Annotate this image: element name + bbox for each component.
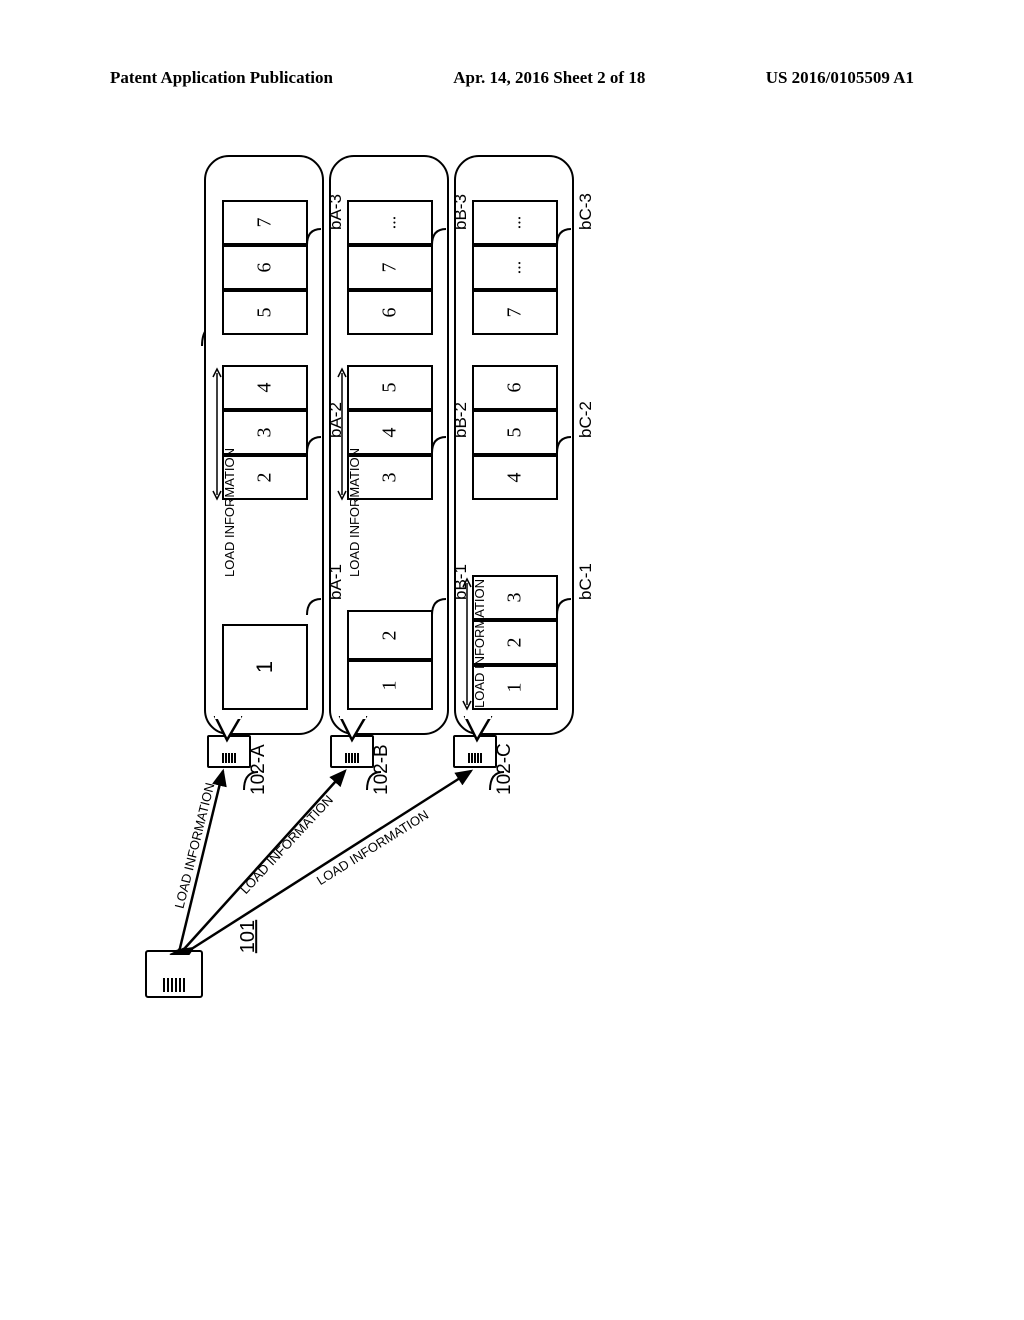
cell-value: 2	[379, 630, 402, 640]
bA-3-lead	[305, 227, 327, 249]
cell: 5	[347, 365, 433, 410]
cell: 1	[347, 660, 433, 710]
cell: ...	[347, 200, 433, 245]
header-left: Patent Application Publication	[110, 68, 333, 88]
bA-1-lead	[305, 597, 327, 619]
cell-value: 6	[504, 383, 527, 393]
cell: 5	[472, 410, 558, 455]
cell-value: 5	[379, 383, 402, 393]
cell-value: 4	[504, 473, 527, 483]
cell: 6	[347, 290, 433, 335]
bB-3-lead	[430, 227, 452, 249]
cell-value: ...	[505, 261, 526, 275]
bA-2-lead	[305, 435, 327, 457]
cell: 7	[472, 290, 558, 335]
load-info-C: LOAD INFORMATION	[472, 579, 487, 708]
bucket-label-bA-3: bA-3	[326, 194, 346, 230]
cell: 4	[222, 365, 308, 410]
cell-value: 7	[504, 308, 527, 318]
cell-value: ...	[505, 216, 526, 230]
bC-3-lead	[555, 227, 577, 249]
load-info-B: LOAD INFORMATION	[347, 448, 362, 577]
bucket-label-bC-3: bC-3	[576, 193, 596, 230]
cell: 7	[347, 245, 433, 290]
cell-value: 1	[379, 680, 402, 690]
page-header: Patent Application Publication Apr. 14, …	[0, 68, 1024, 88]
cell: ...	[472, 245, 558, 290]
cell-value: 3	[379, 473, 402, 483]
cell-value: 1	[252, 661, 278, 673]
server-fins-icon	[163, 978, 185, 992]
bucket-label-bC-1: bC-1	[576, 563, 596, 600]
load-info-C-arrow	[461, 577, 473, 712]
cell-value: 4	[254, 383, 277, 393]
header-center: Apr. 14, 2016 Sheet 2 of 18	[453, 68, 645, 88]
cell-value: 3	[504, 593, 527, 603]
bC-1-lead	[555, 597, 577, 619]
cell: 5	[222, 290, 308, 335]
bB-2-lead	[430, 435, 452, 457]
bB-1-lead	[430, 597, 452, 619]
balloon-C-tail	[459, 716, 499, 744]
cell-value: 7	[254, 218, 277, 228]
bC-2-lead	[555, 435, 577, 457]
main-server-box	[145, 950, 203, 998]
cell-value: 3	[254, 428, 277, 438]
cell-value: 2	[504, 638, 527, 648]
load-info-A-arrow	[211, 367, 223, 502]
cell-value: 5	[504, 428, 527, 438]
header-right: US 2016/0105509 A1	[766, 68, 914, 88]
cell-value: 7	[379, 263, 402, 273]
bucket-label-bA-1: bA-1	[326, 564, 346, 600]
cell-value: 5	[254, 308, 277, 318]
cell-value: 6	[254, 263, 277, 273]
cell: 4	[472, 455, 558, 500]
bucket-label-bB-3: bB-3	[451, 194, 471, 230]
cell: 2	[347, 610, 433, 660]
cell-value: 4	[379, 428, 402, 438]
cell: ...	[472, 200, 558, 245]
cell: 1	[222, 624, 308, 710]
cell: 6	[222, 245, 308, 290]
bucket-label-bB-2: bB-2	[451, 402, 471, 438]
cell-value: 2	[254, 473, 277, 483]
cell: 7	[222, 200, 308, 245]
balloon-A-tail	[209, 716, 249, 744]
load-info-A: LOAD INFORMATION	[222, 448, 237, 577]
cell: 6	[472, 365, 558, 410]
balloon-B-tail	[334, 716, 374, 744]
cell-value: ...	[380, 216, 401, 230]
bucket-label-bC-2: bC-2	[576, 401, 596, 438]
load-info-B-arrow	[336, 367, 348, 502]
cell-value: 1	[504, 683, 527, 693]
cell-value: 6	[379, 308, 402, 318]
